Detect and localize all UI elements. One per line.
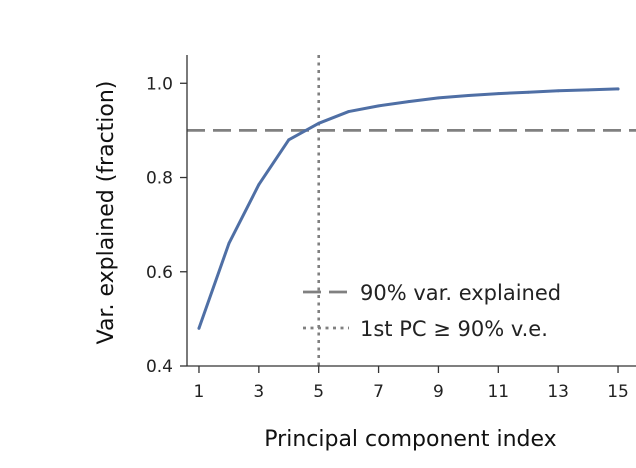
data-point bbox=[556, 89, 560, 93]
y-tick-label: 0.4 bbox=[146, 357, 173, 377]
x-tick-label: 5 bbox=[313, 382, 324, 402]
y-tick-label: 0.8 bbox=[146, 169, 173, 189]
data-point bbox=[616, 87, 620, 91]
data-point bbox=[466, 94, 470, 97]
plot-area bbox=[187, 55, 636, 366]
data-point bbox=[526, 90, 530, 94]
y-tick-label: 0.6 bbox=[146, 263, 173, 283]
data-point bbox=[407, 100, 410, 104]
x-tick-label: 7 bbox=[373, 382, 384, 402]
x-tick-label: 3 bbox=[253, 382, 264, 402]
data-point bbox=[317, 121, 321, 125]
legend-label: 90% var. explained bbox=[360, 281, 561, 305]
data-point bbox=[347, 110, 351, 113]
y-axis-title: Var. explained (fraction) bbox=[94, 81, 119, 345]
data-point bbox=[197, 326, 201, 330]
data-point bbox=[496, 92, 500, 96]
x-axis-title: Principal component index bbox=[264, 427, 556, 452]
data-point bbox=[377, 104, 380, 108]
data-point bbox=[586, 88, 590, 92]
x-tick-label: 15 bbox=[607, 382, 629, 402]
data-point bbox=[227, 242, 231, 245]
x-tick-label: 11 bbox=[487, 382, 509, 402]
x-tick-label: 13 bbox=[547, 382, 569, 402]
data-point bbox=[287, 138, 291, 142]
x-tick-label: 1 bbox=[194, 382, 205, 402]
y-tick-label: 1.0 bbox=[146, 74, 173, 94]
x-tick-label: 9 bbox=[433, 382, 444, 402]
data-point bbox=[257, 183, 261, 186]
legend: 90% var. explained 1st PC ≥ 90% v.e. bbox=[303, 281, 561, 341]
data-point bbox=[437, 96, 440, 100]
legend-label: 1st PC ≥ 90% v.e. bbox=[360, 317, 548, 341]
